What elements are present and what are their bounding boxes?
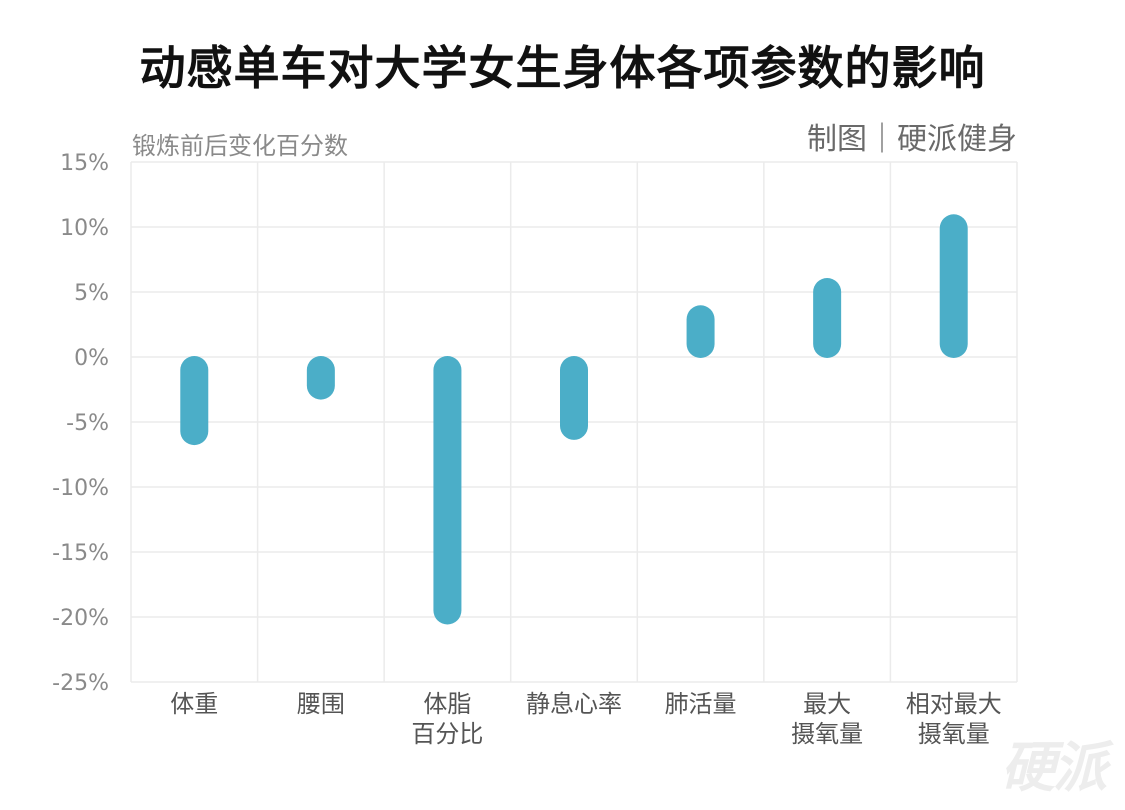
bar — [939, 214, 968, 358]
x-tick-label: 百分比 — [411, 720, 483, 748]
watermark-logo: 硬派 — [1001, 736, 1107, 799]
y-tick-label: 5% — [74, 281, 109, 306]
bar — [560, 356, 588, 440]
x-tick-label: 摄氧量 — [791, 720, 863, 748]
bar — [306, 356, 335, 400]
x-tick-label: 体脂 — [423, 690, 471, 718]
y-tick-label: -15% — [52, 541, 109, 566]
bar — [433, 356, 462, 625]
chart-title: 动感单车对大学女生身体各项参数的影响 — [139, 41, 986, 95]
bar — [813, 278, 842, 358]
x-tick-label: 肺活量 — [665, 690, 737, 718]
x-tick-label: 腰围 — [297, 690, 345, 718]
bar — [180, 356, 209, 446]
y-tick-label: -25% — [52, 671, 109, 696]
y-tick-label: -20% — [52, 606, 109, 631]
y-tick-label: 15% — [60, 151, 109, 176]
y-tick-label: -10% — [52, 476, 109, 501]
bar — [686, 305, 715, 358]
credit-label: 制图｜硬派健身 — [807, 122, 1017, 157]
x-tick-label: 最大 — [803, 690, 851, 718]
x-tick-label: 摄氧量 — [918, 720, 990, 748]
x-tick-label: 相对最大 — [906, 690, 1002, 718]
y-tick-label: 10% — [60, 216, 109, 241]
y-tick-label: -5% — [66, 411, 109, 436]
x-tick-label: 静息心率 — [526, 690, 622, 718]
x-tick-label: 体重 — [170, 690, 218, 718]
y-axis-label: 锻炼前后变化百分数 — [132, 132, 348, 160]
y-tick-label: 0% — [74, 346, 109, 371]
